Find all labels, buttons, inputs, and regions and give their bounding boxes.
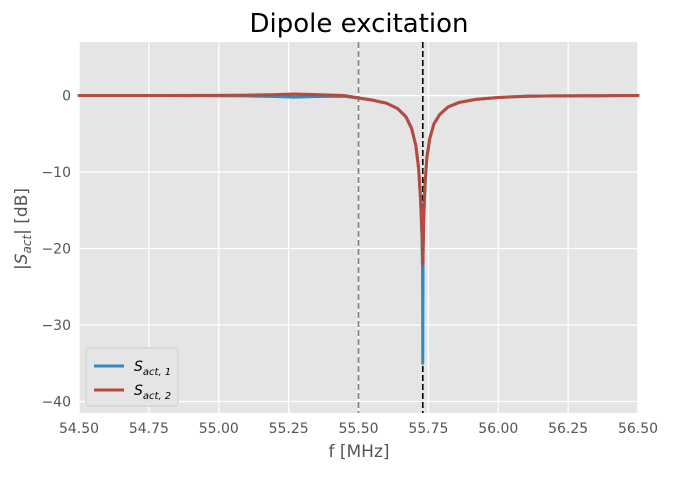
x-tick-label: 55.25 xyxy=(269,421,309,437)
legend: Sact, 1 Sact, 2 xyxy=(85,347,179,407)
x-axis-label: f [MHz] xyxy=(328,442,389,462)
x-tick-label: 56.50 xyxy=(618,421,658,437)
x-tick-label: 54.75 xyxy=(129,421,169,437)
series-lines xyxy=(77,92,640,365)
x-tick-label: 54.50 xyxy=(59,421,99,437)
y-tick-label: 0 xyxy=(62,89,71,105)
tick-labels: 54.50 54.75 55.00 55.25 55.50 55.75 56.00 56.25… xyxy=(41,89,658,437)
series-line xyxy=(77,92,640,266)
y-tick-label: −10 xyxy=(41,165,71,181)
x-tick-label: 56.00 xyxy=(478,421,518,437)
x-tick-label: 55.50 xyxy=(338,421,378,437)
x-tick-label: 55.75 xyxy=(408,421,448,437)
y-tick-label: −30 xyxy=(41,318,71,334)
y-tick-label: −40 xyxy=(41,395,71,411)
y-axis-label: |Sact| [dB] xyxy=(12,188,34,270)
x-tick-label: 56.25 xyxy=(548,421,588,437)
legend-label: Sact, 2 xyxy=(134,383,171,402)
chart-title: Dipole excitation xyxy=(249,9,468,39)
x-tick-label: 55.00 xyxy=(199,421,239,437)
legend-label: Sact, 1 xyxy=(134,359,171,378)
y-tick-label: −20 xyxy=(41,242,71,258)
